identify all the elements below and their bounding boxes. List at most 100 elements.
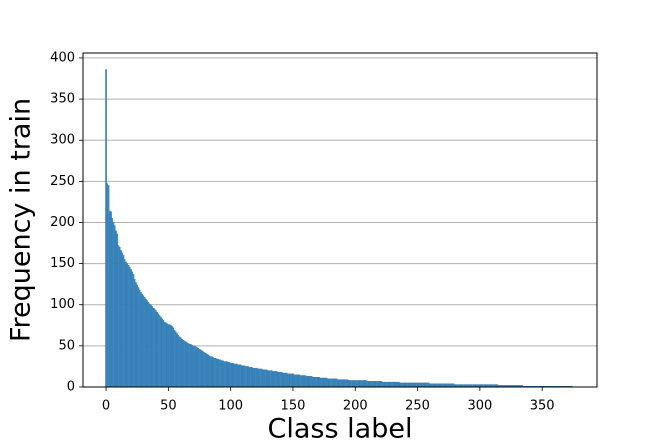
bar xyxy=(111,218,114,388)
y-tick-label: 350 xyxy=(50,92,75,107)
bar xyxy=(426,382,429,388)
bar xyxy=(389,381,391,388)
bar xyxy=(208,355,211,388)
bar xyxy=(355,380,358,388)
bar xyxy=(239,364,242,388)
bar xyxy=(406,382,409,388)
bar xyxy=(141,293,143,388)
bar xyxy=(408,382,410,388)
bar xyxy=(127,265,130,388)
bar xyxy=(385,381,388,388)
bar xyxy=(297,374,299,388)
bar xyxy=(410,382,413,388)
bar xyxy=(180,337,182,388)
bar xyxy=(238,364,241,388)
bar xyxy=(122,255,125,388)
bar xyxy=(363,380,365,388)
bar xyxy=(251,367,253,388)
bar xyxy=(320,377,323,388)
bar xyxy=(175,331,177,388)
bar xyxy=(289,373,292,388)
bar xyxy=(345,379,348,388)
bar xyxy=(360,380,363,388)
bar xyxy=(324,377,327,388)
bar xyxy=(313,376,315,388)
bar xyxy=(203,352,206,388)
bar xyxy=(423,382,425,388)
bar xyxy=(350,380,353,388)
bar xyxy=(348,380,350,388)
bar xyxy=(140,292,142,388)
bar xyxy=(353,380,355,388)
bar xyxy=(136,284,138,388)
bar xyxy=(294,374,297,388)
bar xyxy=(142,295,145,388)
bar xyxy=(283,372,286,388)
bar xyxy=(214,358,217,388)
bar xyxy=(147,302,150,388)
bar xyxy=(106,183,109,388)
bar xyxy=(292,373,294,388)
bar xyxy=(273,371,276,388)
bar xyxy=(403,382,405,388)
bar xyxy=(185,341,187,388)
y-tick-label: 400 xyxy=(50,50,75,65)
bar xyxy=(318,376,320,388)
bar xyxy=(155,310,157,388)
bar xyxy=(383,381,385,388)
y-tick-label: 200 xyxy=(50,215,75,230)
bar xyxy=(393,381,395,388)
bar xyxy=(323,377,325,388)
bar xyxy=(107,185,110,388)
bar xyxy=(117,245,120,388)
bar xyxy=(244,366,247,388)
bar xyxy=(400,382,403,388)
bar xyxy=(268,370,271,388)
bar xyxy=(222,360,224,388)
bar xyxy=(332,378,334,388)
y-tick-label: 0 xyxy=(67,380,75,395)
bar xyxy=(398,381,400,388)
bar xyxy=(216,358,218,388)
bar xyxy=(290,373,293,388)
bar xyxy=(370,381,373,388)
bar xyxy=(418,382,420,388)
bar xyxy=(307,376,309,388)
bar xyxy=(118,246,121,388)
bar xyxy=(165,322,167,388)
bar xyxy=(242,365,244,388)
bar xyxy=(293,374,295,388)
bar xyxy=(234,363,237,388)
y-axis-label: Frequency in train xyxy=(6,98,37,342)
bar xyxy=(263,369,266,388)
bar xyxy=(339,379,342,388)
bar xyxy=(278,372,281,388)
bar xyxy=(204,353,207,388)
bar xyxy=(288,373,290,388)
bar xyxy=(322,377,324,388)
bar xyxy=(390,381,393,388)
bar xyxy=(416,382,419,388)
bar xyxy=(271,370,273,388)
bar xyxy=(236,363,238,388)
bar xyxy=(116,233,119,388)
bar xyxy=(133,279,136,388)
x-tick-label: 300 xyxy=(467,399,492,414)
bar xyxy=(349,380,352,388)
bar xyxy=(162,320,165,388)
bar xyxy=(373,381,375,388)
bar xyxy=(171,325,173,388)
bar xyxy=(132,274,135,388)
bar xyxy=(190,344,192,388)
bar xyxy=(369,381,371,388)
bar xyxy=(314,376,317,388)
bar xyxy=(146,300,148,388)
bar xyxy=(413,382,415,388)
bar xyxy=(186,342,188,388)
bar xyxy=(259,368,262,388)
bar xyxy=(329,378,332,388)
bar xyxy=(166,323,168,388)
bar xyxy=(424,382,426,388)
bar xyxy=(131,271,133,388)
bar xyxy=(114,225,116,388)
